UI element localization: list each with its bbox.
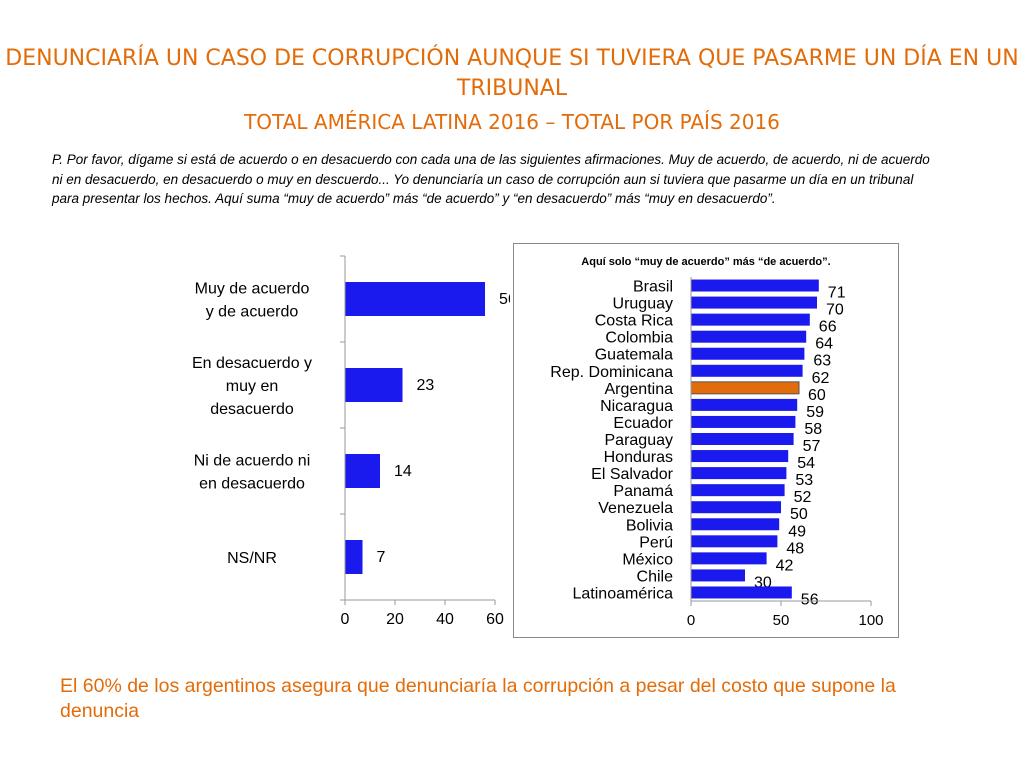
data-label-13: 50 — [790, 506, 808, 523]
chart-by-country-svg: Aquí solo “muy de acuerdo” más “de acuer… — [550, 256, 883, 629]
data-label-3: 7 — [377, 549, 386, 566]
bar-7 — [691, 398, 798, 411]
bar-14 — [691, 518, 780, 531]
bar-12 — [691, 484, 785, 497]
category-label-16: México — [622, 551, 673, 568]
bar-3 — [691, 330, 807, 343]
data-label-14: 49 — [788, 523, 806, 540]
category-label-14: Bolivia — [626, 517, 673, 534]
category-label-1: En desacuerdo y muy en desacuerdo — [192, 355, 312, 418]
bar-1 — [345, 368, 403, 402]
category-label-3: Colombia — [605, 330, 673, 347]
bar-0 — [691, 279, 819, 292]
data-label-4: 63 — [813, 353, 831, 370]
bar-8 — [691, 415, 796, 428]
data-label-2: 66 — [819, 319, 837, 336]
bar-1 — [691, 296, 817, 309]
x-tick-label-2: 40 — [436, 611, 454, 628]
x-tick-label-1: 50 — [773, 612, 790, 629]
bar-18 — [691, 586, 792, 599]
category-label-10: Honduras — [604, 449, 673, 466]
data-label-3: 64 — [815, 336, 833, 353]
bar-0 — [345, 282, 485, 316]
category-label-1-line-2: desacuerdo — [210, 401, 294, 418]
category-label-18: Latinoamérica — [573, 585, 674, 602]
data-label-6: 60 — [808, 387, 826, 404]
chart-total-latam: 56 Muy de acuerdo y de acuerdo 23 En desacue… — [160, 252, 517, 632]
data-label-0: 71 — [828, 285, 846, 302]
category-label-7: Nicaragua — [600, 398, 673, 415]
category-label-15: Perú — [639, 534, 673, 551]
data-label-0: 56 — [499, 291, 510, 308]
x-tick-label-2: 100 — [858, 612, 883, 629]
x-tick-label-3: 60 — [486, 611, 504, 628]
data-label-1: 70 — [826, 302, 844, 319]
data-label-5: 62 — [812, 370, 830, 387]
data-label-1: 23 — [417, 377, 435, 394]
bar-5 — [691, 364, 803, 377]
bar-15 — [691, 535, 778, 548]
category-label-5: Rep. Dominicana — [550, 364, 673, 381]
category-label-13: Venezuela — [598, 500, 673, 517]
chart-note: Aquí solo “muy de acuerdo” más “de acuer… — [581, 256, 830, 268]
category-label-0-line-0: Muy de acuerdo — [195, 281, 310, 298]
title-line-2: TOTAL AMÉRICA LATINA 2016 – TOTAL POR PA… — [244, 110, 780, 134]
x-tick-label-0: 0 — [341, 611, 350, 628]
category-label-1: Uruguay — [613, 296, 673, 313]
bar-13 — [691, 501, 781, 514]
title-line-1: DENUNCIARÍA UN CASO DE CORRUPCIÓN AUNQUE… — [5, 46, 1019, 101]
data-label-15: 48 — [786, 540, 804, 557]
data-label-2: 14 — [394, 463, 412, 480]
category-label-1-line-1: muy en — [226, 378, 278, 395]
x-tick-label-1: 20 — [386, 611, 404, 628]
category-label-17: Chile — [637, 568, 674, 585]
category-label-2-line-1: en desacuerdo — [199, 476, 305, 493]
bar-11 — [691, 467, 787, 480]
bar-3 — [345, 540, 363, 574]
bar-16 — [691, 552, 767, 565]
x-tick-label-0: 0 — [687, 612, 695, 629]
bar-17 — [691, 569, 745, 582]
data-label-12: 52 — [794, 489, 812, 506]
data-label-11: 53 — [795, 472, 813, 489]
chart-by-country: Aquí solo “muy de acuerdo” más “de acuer… — [513, 243, 899, 638]
slide-title: DENUNCIARÍA UN CASO DE CORRUPCIÓN AUNQUE… — [0, 44, 1024, 137]
category-label-11: El Salvador — [591, 466, 673, 483]
category-label-2-line-0: Ni de acuerdo ni — [194, 453, 311, 470]
bar-2 — [345, 454, 380, 488]
category-label-3-line-0: NS/NR — [227, 550, 277, 567]
chart-total-latam-svg: 56 Muy de acuerdo y de acuerdo 23 En desacue… — [192, 255, 517, 628]
category-label-12: Panamá — [613, 483, 673, 500]
category-label-8: Ecuador — [613, 415, 673, 432]
category-label-2: Ni de acuerdo ni en desacuerdo — [194, 453, 311, 493]
category-label-4: Guatemala — [595, 347, 673, 364]
bar-10 — [691, 450, 789, 463]
category-label-3: NS/NR — [227, 550, 277, 567]
category-label-6: Argentina — [605, 381, 674, 398]
category-label-0: Muy de acuerdo y de acuerdo — [195, 281, 310, 321]
data-label-9: 57 — [803, 438, 821, 455]
data-label-18: 56 — [801, 591, 819, 608]
data-label-16: 42 — [776, 557, 794, 574]
data-label-7: 59 — [806, 404, 824, 421]
category-label-0-line-1: y de acuerdo — [206, 304, 299, 321]
bar-2 — [691, 313, 810, 326]
category-label-1-line-0: En desacuerdo y — [192, 355, 312, 372]
category-label-0: Brasil — [633, 279, 673, 296]
question-text: P. Por favor, dígame si está de acuerdo … — [52, 152, 930, 206]
data-label-10: 54 — [797, 455, 815, 472]
bar-9 — [691, 433, 794, 445]
data-label-8: 58 — [804, 421, 822, 438]
category-label-2: Costa Rica — [595, 313, 673, 330]
bar-6 — [690, 381, 800, 395]
bar-4 — [691, 347, 805, 360]
conclusion-text: El 60% de los argentinos asegura que den… — [60, 675, 896, 722]
category-label-9: Paraguay — [605, 432, 674, 449]
